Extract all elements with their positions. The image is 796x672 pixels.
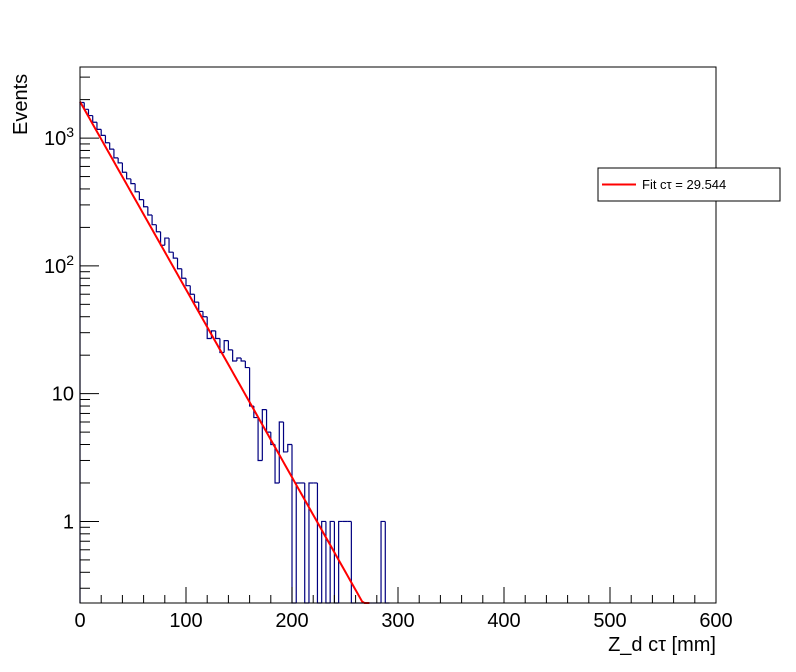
histogram-bin: [189, 285, 195, 295]
histogram-bin: [206, 316, 212, 340]
x-axis-title: Z_d cτ [mm]: [608, 634, 716, 656]
legend: Fit cτ = 29.544: [597, 167, 781, 202]
y-tick-label: 103: [44, 124, 74, 150]
histogram-bin: [104, 135, 110, 144]
histogram-bin: [181, 268, 186, 279]
y-axis-ticks: 1 10 102 103: [44, 76, 99, 589]
histogram-bin: [109, 142, 114, 150]
histogram-bin: [168, 238, 174, 253]
histogram-bin: [134, 183, 140, 193]
histogram-bin: [100, 129, 106, 136]
histogram-bin: [147, 206, 153, 216]
histogram-bin: [151, 215, 157, 226]
y-tick-label: 10: [52, 384, 74, 406]
histogram-bin: [96, 122, 102, 130]
histogram-bin: [236, 357, 242, 362]
x-tick-label: 400: [487, 610, 520, 632]
histogram-bin: [143, 199, 148, 208]
histogram-bin: [257, 417, 263, 462]
histogram-bin: [321, 520, 326, 603]
histogram-bin: [287, 443, 292, 452]
histogram-bin: [219, 338, 225, 354]
histogram-bin: [338, 520, 343, 603]
histogram-bin: [278, 421, 284, 483]
histogram-bin: [223, 340, 229, 353]
histogram-bin: [121, 162, 127, 173]
histogram-bin: [244, 361, 250, 369]
histogram-bin: [215, 330, 220, 340]
histogram-bin: [172, 252, 178, 259]
histogram-bin: [282, 422, 288, 453]
histogram-bin: [329, 520, 335, 603]
histogram-bin: [155, 224, 161, 233]
histogram-bin: [176, 258, 182, 270]
histogram-bin: [138, 191, 144, 201]
histogram-bin: [380, 520, 386, 603]
y-tick-label: 102: [44, 252, 74, 278]
histogram-bin: [261, 409, 267, 461]
histogram-bin: [130, 178, 136, 185]
histogram-bin: [113, 149, 119, 159]
fit-layer: [79, 101, 370, 604]
fit-curve: [79, 101, 370, 604]
histogram-bin: [227, 340, 233, 351]
x-tick-label: 300: [381, 610, 414, 632]
histogram-bin: [202, 311, 208, 318]
x-tick-label: 0: [74, 610, 85, 632]
histogram-bin: [232, 349, 237, 362]
y-axis-title: Events: [10, 74, 32, 135]
x-tick-label: 500: [593, 610, 626, 632]
histogram-bin: [274, 444, 280, 484]
histogram-bin: [193, 294, 199, 303]
histogram-bin: [240, 358, 246, 362]
x-tick-label: 600: [699, 610, 732, 632]
histogram-bin: [117, 157, 123, 164]
legend-fit-label: Fit cτ = 29.544: [642, 177, 726, 192]
histogram-bin: [185, 278, 191, 287]
y-tick-label: 1: [63, 511, 74, 533]
histogram-bin: [308, 482, 314, 603]
x-tick-label: 200: [275, 610, 308, 632]
histogram-bin: [126, 172, 131, 180]
x-axis-ticks: 0 100 200 300 400 500 600: [74, 587, 733, 632]
histogram-bin: [164, 237, 170, 246]
x-tick-label: 100: [169, 610, 202, 632]
